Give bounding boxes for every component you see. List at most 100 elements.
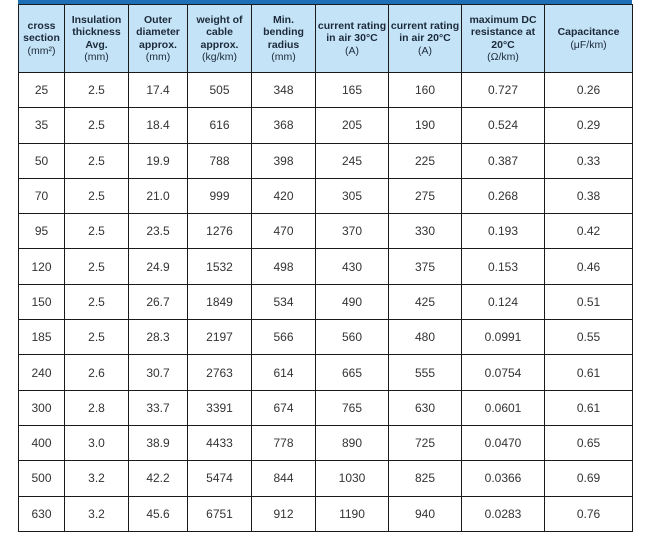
- table-cell: 2.5: [64, 319, 129, 356]
- table-cell: 0.0601: [461, 389, 545, 426]
- table-cell: 38.9: [128, 424, 188, 462]
- table-row: 240 2.6 30.7 2763 614 665 555 0.0754 0.61: [18, 354, 633, 391]
- table-row: 95 2.5 23.5 1276 470 370 330 0.193 0.42: [18, 213, 633, 250]
- table-cell: 160: [388, 71, 462, 109]
- table-cell: 5474: [187, 460, 252, 497]
- table-cell: 0.42: [544, 213, 633, 250]
- table-cell: 26.7: [128, 283, 188, 321]
- column-header: Capacitance (μF/km): [544, 4, 633, 73]
- column-header-unit: (mm): [145, 51, 171, 63]
- table-cell: 2.5: [64, 71, 129, 109]
- table-row: 50 2.5 19.9 788 398 245 225 0.387 0.33: [18, 142, 633, 179]
- column-header-title: current rating in air 30°C: [317, 19, 387, 45]
- table-cell: 3.2: [64, 495, 129, 532]
- table-cell: 0.69: [544, 460, 633, 497]
- table-cell: 0.76: [544, 495, 633, 532]
- top-accent-bar: [18, 0, 632, 4]
- table-cell: 240: [18, 354, 65, 391]
- table-cell: 28.3: [128, 319, 188, 356]
- table-cell: 120: [18, 248, 65, 285]
- column-header-unit: (μF/km): [570, 38, 607, 51]
- table-cell: 348: [251, 71, 316, 109]
- table-cell: 2.5: [64, 283, 129, 321]
- table-cell: 534: [251, 283, 316, 321]
- table-cell: 3391: [187, 389, 252, 426]
- table-cell: 205: [315, 107, 389, 144]
- column-header: Insulation thickness Avg. (mm): [64, 4, 129, 73]
- column-header-title: Insulation thickness Avg.: [71, 13, 122, 51]
- table-cell: 275: [388, 177, 462, 215]
- table-row: 300 2.8 33.7 3391 674 765 630 0.0601 0.61: [18, 389, 633, 426]
- table-cell: 560: [315, 319, 389, 356]
- table-row: 120 2.5 24.9 1532 498 430 375 0.153 0.46: [18, 248, 633, 285]
- table-cell: 665: [315, 354, 389, 391]
- table-cell: 245: [315, 142, 389, 179]
- table-cell: 185: [18, 319, 65, 356]
- table-cell: 0.124: [461, 283, 545, 321]
- table-cell: 0.0470: [461, 424, 545, 462]
- table-cell: 0.61: [544, 354, 633, 391]
- table-row: 35 2.5 18.4 616 368 205 190 0.524 0.29: [18, 107, 633, 144]
- table-cell: 0.0283: [461, 495, 545, 532]
- table-cell: 765: [315, 389, 389, 426]
- table-cell: 375: [388, 248, 462, 285]
- table-cell: 330: [388, 213, 462, 250]
- table-cell: 630: [388, 389, 462, 426]
- table-cell: 23.5: [128, 213, 188, 250]
- table-cell: 470: [251, 213, 316, 250]
- table-cell: 2.5: [64, 142, 129, 179]
- table-cell: 0.61: [544, 389, 633, 426]
- table-cell: 0.51: [544, 283, 633, 321]
- column-header-unit: (Ω/km): [487, 51, 519, 63]
- table-cell: 17.4: [128, 71, 188, 109]
- table-cell: 0.524: [461, 107, 545, 144]
- table-cell: 2.5: [64, 248, 129, 285]
- column-header: current rating in air 30°C (A): [315, 4, 389, 73]
- table-cell: 480: [388, 319, 462, 356]
- table-cell: 400: [18, 424, 65, 462]
- column-header: Min. bending radius (mm): [251, 4, 316, 73]
- table-cell: 0.387: [461, 142, 545, 179]
- table-cell: 425: [388, 283, 462, 321]
- table-cell: 70: [18, 177, 65, 215]
- table-row: 500 3.2 42.2 5474 844 1030 825 0.0366 0.69: [18, 460, 633, 497]
- column-header-unit: (mm): [84, 51, 109, 63]
- column-header-title: maximum DC resistance at 20°C: [469, 13, 537, 51]
- table-cell: 498: [251, 248, 316, 285]
- table-cell: 490: [315, 283, 389, 321]
- table-cell: 1276: [187, 213, 252, 250]
- table-cell: 614: [251, 354, 316, 391]
- table-cell: 18.4: [128, 107, 188, 144]
- table-row: 185 2.5 28.3 2197 566 560 480 0.0991 0.55: [18, 319, 633, 356]
- table-cell: 0.193: [461, 213, 545, 250]
- table-cell: 225: [388, 142, 462, 179]
- table-cell: 4433: [187, 424, 252, 462]
- table-cell: 368: [251, 107, 316, 144]
- table-cell: 25: [18, 71, 65, 109]
- table-cell: 370: [315, 213, 389, 250]
- column-header-title: Outer diameter approx.: [136, 13, 180, 51]
- table-cell: 0.153: [461, 248, 545, 285]
- column-header: weight of cable approx. (kg/km): [187, 4, 252, 73]
- table-cell: 0.0754: [461, 354, 545, 391]
- table-cell: 95: [18, 213, 65, 250]
- table-row: 400 3.0 38.9 4433 778 890 725 0.0470 0.65: [18, 424, 633, 462]
- table-cell: 2.5: [64, 107, 129, 144]
- column-header-title: cross section: [23, 19, 60, 45]
- table-cell: 0.0366: [461, 460, 545, 497]
- column-header-title: Capacitance: [557, 26, 620, 38]
- table-cell: 940: [388, 495, 462, 532]
- column-header-title: current rating in air 20°C: [390, 19, 460, 45]
- table-cell: 566: [251, 319, 316, 356]
- table-cell: 500: [18, 460, 65, 497]
- column-header: maximum DC resistance at 20°C (Ω/km): [461, 4, 545, 73]
- table-cell: 21.0: [128, 177, 188, 215]
- table-cell: 999: [187, 177, 252, 215]
- table-cell: 825: [388, 460, 462, 497]
- table-cell: 300: [18, 389, 65, 426]
- column-header-unit: (mm): [271, 51, 296, 63]
- table-cell: 420: [251, 177, 316, 215]
- table-cell: 1849: [187, 283, 252, 321]
- table-cell: 2763: [187, 354, 252, 391]
- table-cell: 630: [18, 495, 65, 532]
